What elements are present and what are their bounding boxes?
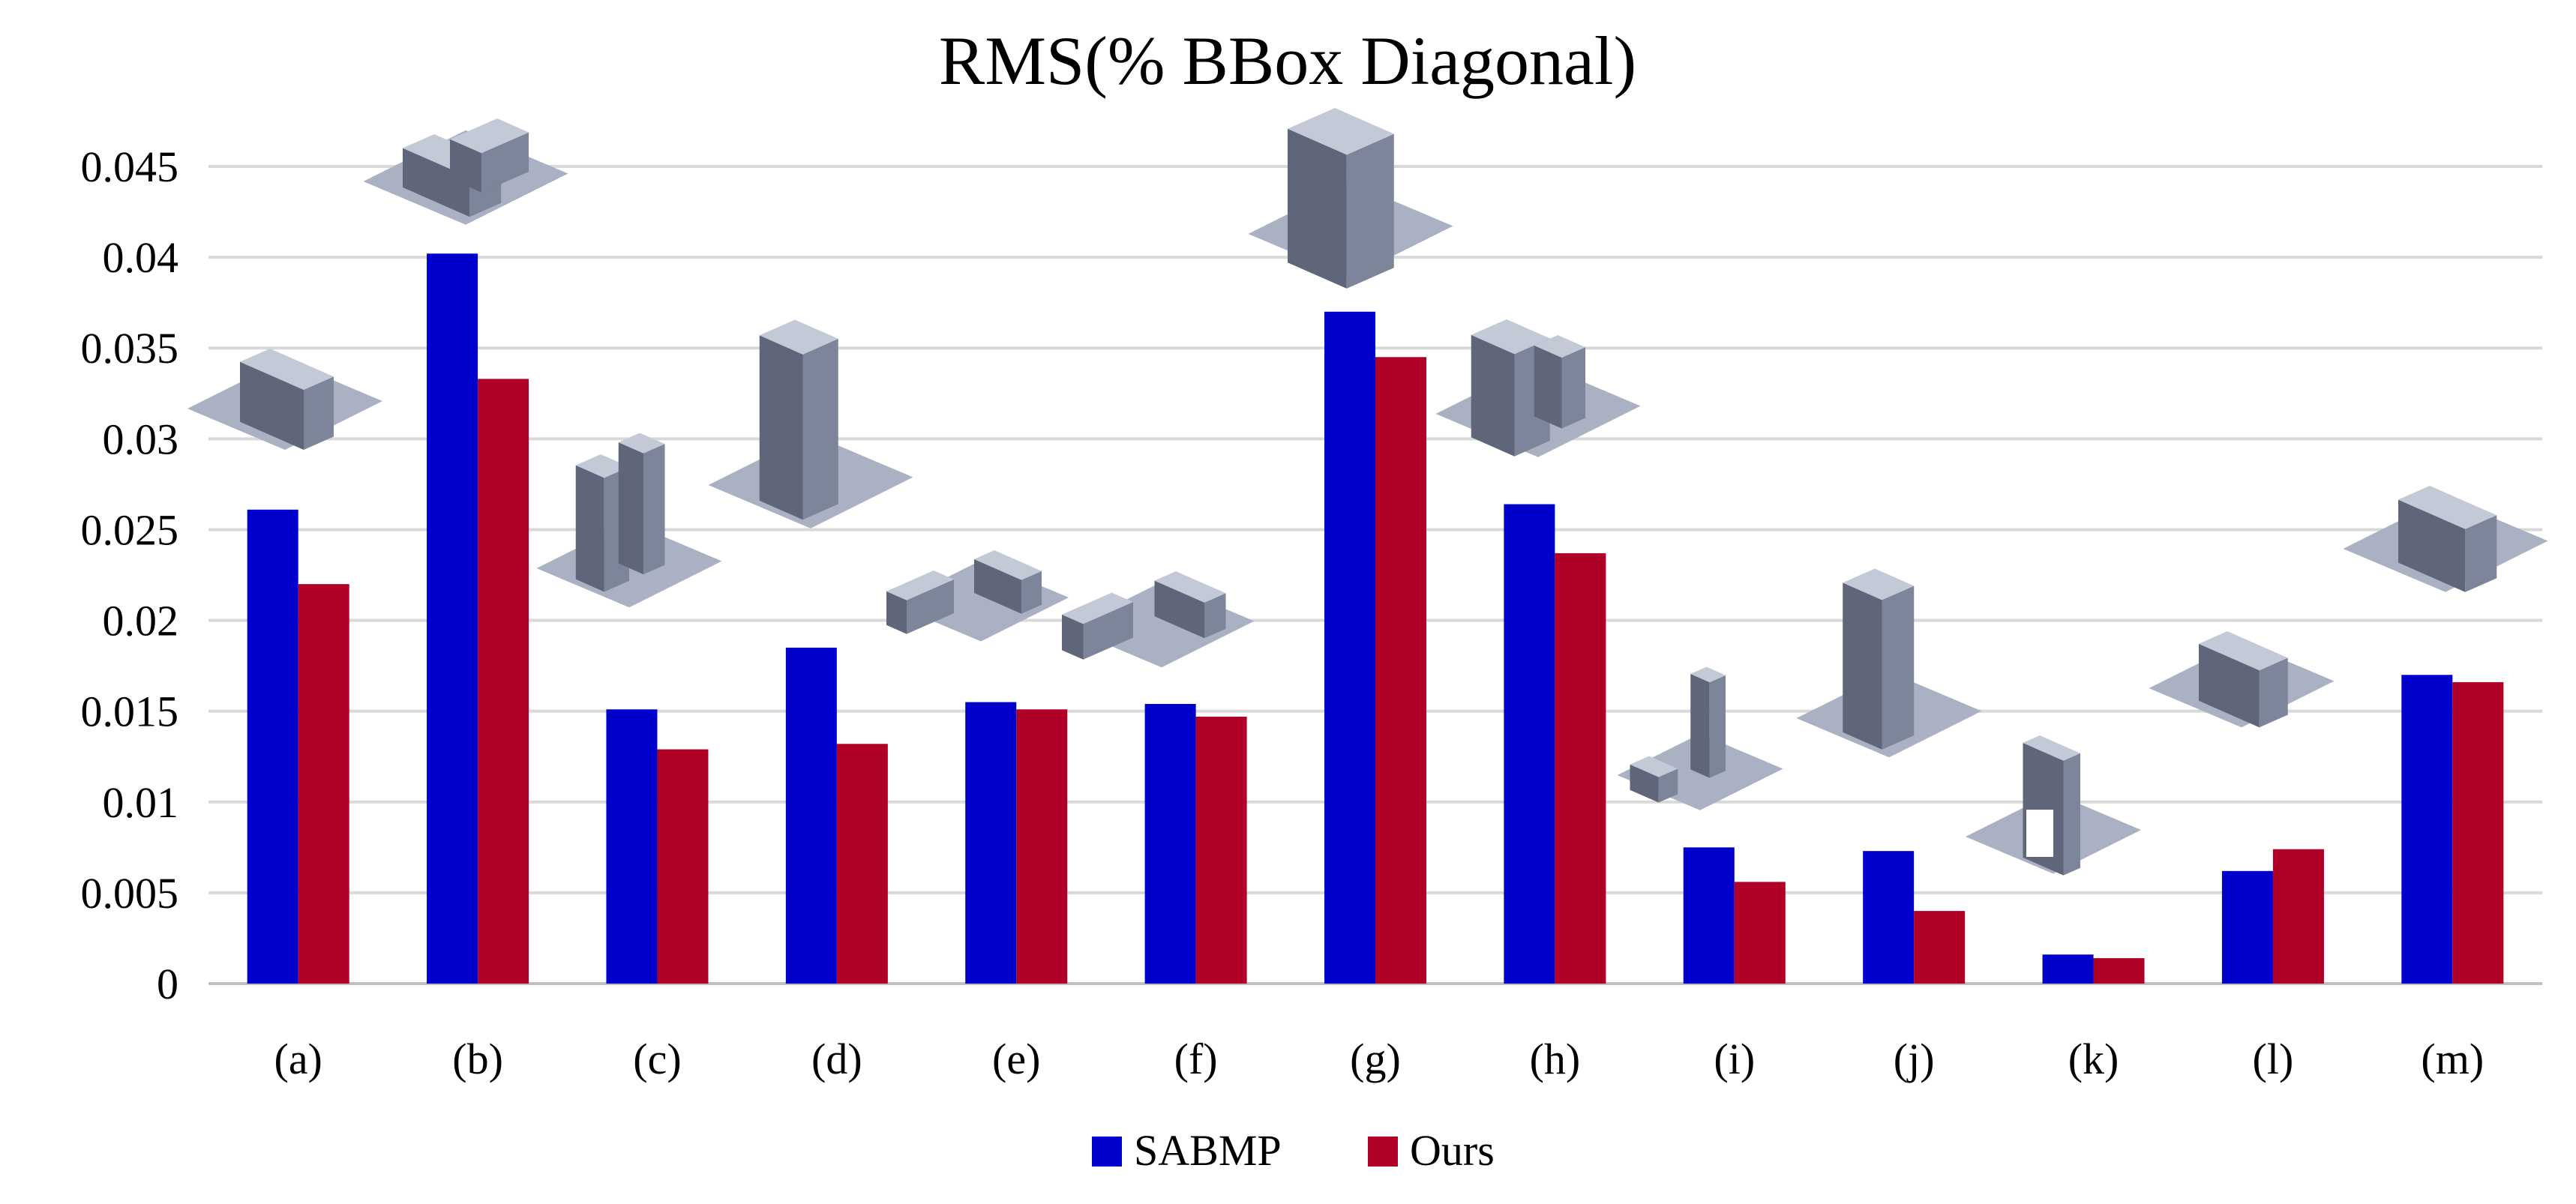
bar-ours-a (298, 584, 349, 984)
bar-sabmp-b (427, 253, 478, 984)
dark-tower-with-annex-model-icon (1617, 666, 1783, 810)
legend-swatch-sabmp (1092, 1137, 1122, 1167)
y-tick-label: 0.015 (81, 687, 179, 736)
twin-tower-building-model-icon (536, 433, 722, 608)
bar-sabmp-e (965, 702, 1017, 984)
bar-sabmp-f (1144, 703, 1196, 984)
bar-sabmp-k (2042, 954, 2094, 984)
x-category-label: (m) (2421, 1035, 2484, 1083)
legend-swatch-ours (1368, 1137, 1398, 1167)
bar-sabmp-m (2401, 675, 2453, 984)
bar-ours-b (478, 379, 529, 984)
x-category-label: (c) (633, 1035, 681, 1083)
l-shaped-flat-roof-building-model-icon (363, 118, 568, 225)
bar-ours-i (1734, 882, 1786, 984)
y-tick-label: 0.035 (81, 324, 179, 373)
legend-label-sabmp: SABMP (1134, 1126, 1282, 1175)
y-tick-label: 0.005 (81, 869, 179, 918)
y-tick-label: 0.04 (103, 233, 179, 282)
y-axis-tick-labels: 0 0.005 0.01 0.015 0.02 0.025 0.03 0.035 0.04 0.0… (81, 142, 179, 1008)
bar-ours-k (2093, 958, 2145, 984)
y-tick-label: 0.02 (103, 597, 179, 645)
bar-ours-g (1375, 357, 1426, 984)
y-tick-label: 0.025 (81, 505, 179, 554)
x-category-label: (h) (1530, 1035, 1581, 1083)
dense-block-building-model-icon (1248, 108, 1453, 289)
bar-sabmp-c (606, 709, 658, 984)
bar-sabmp-d (785, 647, 837, 984)
bar-ours-j (1914, 911, 1966, 984)
bar-ours-l (2272, 849, 2324, 984)
courtyard-complex-model-icon (1062, 571, 1255, 668)
bar-ours-h (1555, 553, 1606, 984)
rectangular-tower-model-icon (1796, 568, 1982, 758)
y-tick-label: 0.01 (103, 778, 179, 827)
x-category-label: (a) (274, 1035, 322, 1083)
bar-ours-f (1195, 716, 1247, 984)
bar-sabmp-l (2221, 870, 2273, 984)
x-axis-category-labels: (a) (b) (c) (d) (e) (f) (g) (h) (i) (j) (k) (l) (m) (274, 1035, 2485, 1083)
corner-building-model-icon (2149, 631, 2335, 728)
y-tick-label: 0 (157, 960, 178, 1008)
x-category-label: (f) (1174, 1035, 1218, 1083)
tall-tower-building-model-icon (708, 319, 913, 529)
x-category-label: (b) (452, 1035, 503, 1083)
irregular-building-model-icon (1435, 319, 1641, 457)
bar-sabmp-i (1683, 847, 1735, 984)
building-thumbnails (187, 108, 2548, 876)
bar-sabmp-g (1324, 311, 1375, 984)
x-category-label: (k) (2068, 1035, 2119, 1083)
bar-sabmp-h (1504, 504, 1555, 984)
bar-ours-e (1016, 709, 1068, 984)
x-category-label: (l) (2253, 1035, 2294, 1083)
long-apartment-block-model-icon (187, 349, 382, 450)
bar-sabmp-a (247, 509, 298, 984)
legend: SABMP Ours (1092, 1126, 1495, 1175)
x-category-label: (d) (811, 1035, 862, 1083)
bars (247, 253, 2504, 984)
legend-label-ours: Ours (1410, 1126, 1495, 1175)
bar-ours-c (657, 749, 709, 984)
x-category-label: (i) (1714, 1035, 1755, 1083)
y-tick-label: 0.03 (103, 415, 179, 463)
chart-title: RMS(% BBox Diagonal) (939, 22, 1636, 99)
bar-ours-d (836, 744, 888, 984)
x-category-label: (j) (1894, 1035, 1935, 1083)
x-category-label: (g) (1350, 1035, 1401, 1083)
y-tick-label: 0.045 (81, 142, 179, 191)
x-category-label: (e) (992, 1035, 1040, 1083)
bar-ours-m (2452, 681, 2504, 984)
triumphal-arch-model-icon (1966, 735, 2141, 876)
bar-sabmp-j (1863, 851, 1915, 984)
u-shaped-building-model-icon (886, 550, 1069, 642)
wide-apartment-building-model-icon (2343, 486, 2548, 592)
